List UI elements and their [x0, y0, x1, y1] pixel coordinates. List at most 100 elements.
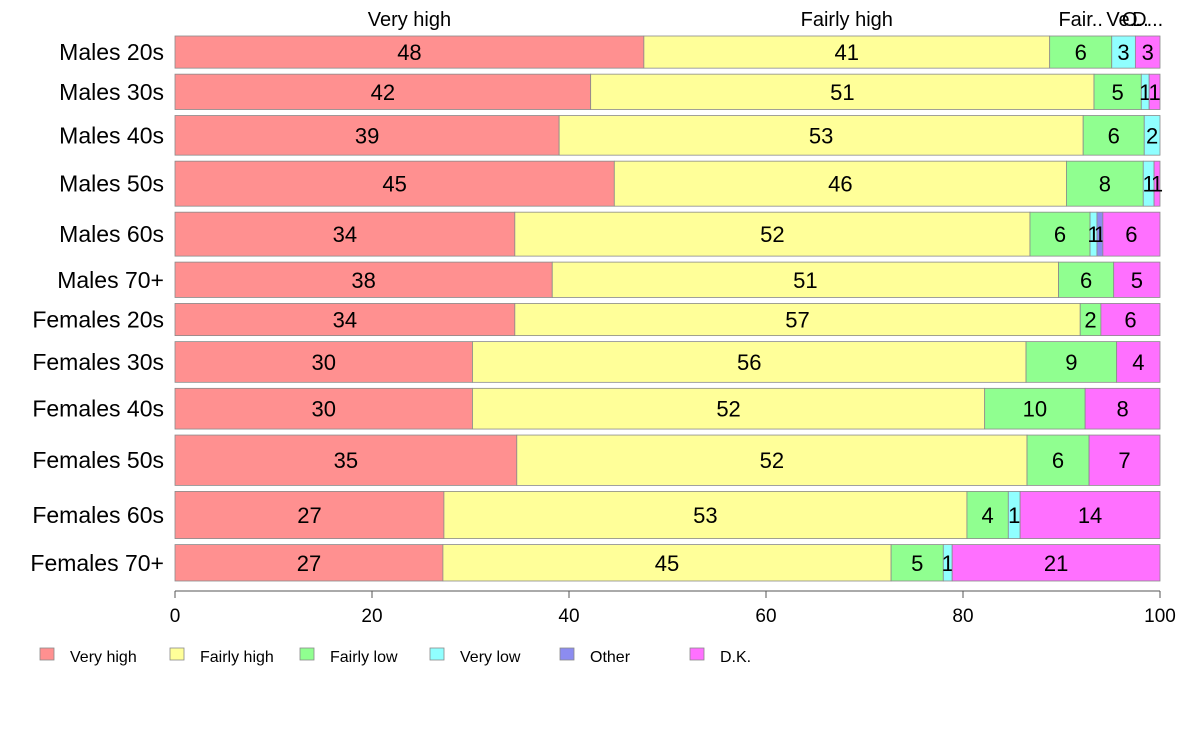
bar-males-60s-d-k: [1102, 211, 1161, 257]
data-label-females-50s-d-k: 7: [1118, 448, 1130, 473]
legend-label-other: Other: [590, 649, 631, 666]
data-label-males-20s-d-k: 3: [1142, 40, 1154, 65]
category-label-females-50s: Females 50s: [32, 447, 164, 473]
top-label-very-low: Ve..: [1106, 9, 1140, 31]
top-label-fairly-low: Fair..: [1058, 9, 1102, 31]
data-label-males-30s-fairly-low: 5: [1112, 80, 1124, 105]
data-label-males-70-fairly-high: 51: [793, 268, 817, 293]
legend-label-fairly-high: Fairly high: [200, 649, 274, 666]
category-label-males-30s: Males 30s: [59, 79, 164, 105]
data-label-males-60s-d-k: 6: [1125, 222, 1137, 247]
data-label-females-60s-very-high: 27: [297, 503, 321, 528]
data-label-females-40s-fairly-high: 52: [716, 397, 740, 422]
data-label-males-20s-fairly-high: 41: [835, 40, 859, 65]
category-label-females-70: Females 70+: [30, 550, 164, 576]
bar-females-40s-fairly-low: [984, 387, 1086, 430]
data-label-females-30s-fairly-high: 56: [737, 350, 761, 375]
bar-males-40s-fairly-high: [558, 115, 1084, 156]
data-label-females-30s-d-k: 4: [1132, 350, 1144, 375]
bar-females-60s-very-high: [174, 491, 445, 539]
bar-females-30s-fairly-low: [1025, 341, 1118, 383]
data-label-females-20s-fairly-high: 57: [785, 308, 809, 333]
legend-swatch-very-high: [39, 647, 55, 661]
legend-swatch-fairly-low: [299, 647, 315, 661]
data-label-females-60s-d-k: 14: [1078, 503, 1102, 528]
bar-males-60s-very-high: [174, 211, 516, 257]
bar-females-60s-fairly-high: [443, 491, 968, 539]
bar-males-30s-d-k: [1148, 73, 1161, 110]
bar-males-30s-very-high: [174, 73, 592, 110]
bar-males-50s-very-high: [174, 160, 615, 207]
category-label-females-40s: Females 40s: [32, 396, 164, 422]
data-label-males-60s-very-high: 34: [333, 222, 357, 247]
data-label-males-30s-very-high: 42: [371, 80, 395, 105]
bar-females-30s-very-high: [174, 341, 473, 383]
data-label-females-70-d-k: 21: [1044, 551, 1068, 576]
bar-males-50s-fairly-high: [613, 160, 1067, 207]
data-label-females-30s-very-high: 30: [311, 350, 335, 375]
data-label-females-70-fairly-low: 5: [911, 551, 923, 576]
bar-females-20s-d-k: [1100, 303, 1161, 337]
bar-females-30s-d-k: [1116, 341, 1161, 383]
bar-males-30s-fairly-low: [1093, 73, 1142, 110]
bar-males-70-d-k: [1113, 261, 1161, 298]
bar-females-40s-very-high: [174, 387, 473, 430]
bar-females-60s-fairly-low: [966, 491, 1009, 539]
bar-females-70-fairly-high: [442, 544, 892, 582]
bar-males-40s-fairly-low: [1082, 115, 1145, 156]
category-label-males-60s: Males 60s: [59, 221, 164, 247]
category-labels: Males 20s Males 30s Males 40s Males 50s Male…: [30, 39, 164, 576]
top-label-other: O..: [1122, 9, 1149, 31]
data-label-males-40s-very-low: 2: [1146, 123, 1158, 148]
data-label-males-50s-fairly-high: 46: [828, 172, 852, 197]
x-tick-label-100: 100: [1144, 606, 1176, 627]
bar-females-70-very-high: [174, 544, 444, 582]
data-label-males-50s-d-k: 1: [1151, 172, 1163, 197]
data-label-females-60s-fairly-high: 53: [693, 503, 717, 528]
legend-swatch-very-low: [429, 647, 445, 661]
bar-females-40s-fairly-high: [472, 387, 986, 430]
data-label-females-50s-fairly-high: 52: [760, 448, 784, 473]
bar-females-50s-fairly-low: [1026, 434, 1090, 486]
category-label-males-50s: Males 50s: [59, 171, 164, 197]
bar-females-20s-very-high: [174, 303, 516, 337]
data-label-males-30s-fairly-high: 51: [830, 80, 854, 105]
bar-males-50s-fairly-low: [1066, 160, 1144, 207]
data-label-females-60s-very-low: 1: [1008, 503, 1020, 528]
legend-swatch-fairly-high: [169, 647, 185, 661]
top-label-very-high: Very high: [368, 9, 451, 31]
bar-females-70-d-k: [951, 544, 1161, 582]
x-tick-label-0: 0: [170, 606, 181, 627]
category-label-females-20s: Females 20s: [32, 307, 164, 333]
legend: Very high Fairly high Fairly low Very low Ot…: [39, 647, 751, 666]
bar-males-20s-d-k: [1134, 35, 1161, 69]
bar-males-40s-very-high: [174, 115, 560, 156]
category-label-females-60s: Females 60s: [32, 502, 164, 528]
data-label-males-60s-fairly-high: 52: [760, 222, 784, 247]
bar-males-20s-fairly-low: [1049, 35, 1113, 69]
data-label-males-40s-fairly-high: 53: [809, 123, 833, 148]
legend-swatch-d-k: [689, 647, 705, 661]
data-label-males-40s-fairly-low: 6: [1108, 123, 1120, 148]
data-label-females-70-fairly-high: 45: [655, 551, 679, 576]
data-label-males-20s-very-high: 48: [397, 40, 421, 65]
legend-label-very-low: Very low: [460, 649, 521, 666]
data-label-males-50s-very-high: 45: [382, 172, 406, 197]
x-tick-label-60: 60: [755, 606, 776, 627]
bar-females-70-fairly-low: [890, 544, 944, 582]
data-label-females-40s-d-k: 8: [1116, 397, 1128, 422]
bar-females-50s-very-high: [174, 434, 518, 486]
bar-males-20s-very-high: [174, 35, 645, 69]
legend-label-very-high: Very high: [70, 649, 137, 666]
x-axis: 0 20 40 60 80 100: [170, 590, 1176, 627]
data-label-females-20s-fairly-low: 2: [1084, 308, 1096, 333]
bar-males-50s-d-k: [1153, 160, 1161, 207]
bar-males-40s-very-low: [1143, 115, 1161, 156]
x-tick-label-80: 80: [952, 606, 973, 627]
data-label-males-70-fairly-low: 6: [1080, 268, 1092, 293]
data-label-males-30s-very-low: 1: [1139, 80, 1151, 105]
bar-females-50s-d-k: [1088, 434, 1161, 486]
data-label-males-40s-very-high: 39: [355, 123, 379, 148]
